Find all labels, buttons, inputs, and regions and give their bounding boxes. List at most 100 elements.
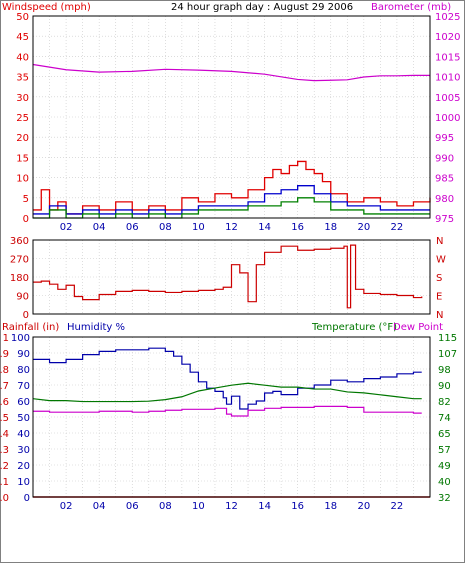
barometer-y-tick-label: 1015 [435,52,460,63]
temperature-y-tick-label: 57 [438,445,451,456]
barometer-y-tick-label: 995 [435,133,454,144]
humidity-y-tick-label: 40 [17,429,30,440]
rain-y-tick-label: 0.4 [0,429,9,440]
wind-y-tick-label: 10 [16,174,29,185]
wind-x-tick-label: 14 [258,222,271,233]
humidity-y-tick-label: 20 [17,461,30,472]
barometer-y-tick-label: 985 [435,174,454,185]
rain-y-tick-label: 0.6 [0,397,9,408]
temperature-y-tick-label: 115 [438,333,457,344]
direction-y-tick-label: 90 [16,292,29,303]
wind-x-tick-label: 22 [391,222,404,233]
rain-y-tick-label: 0.1 [0,477,9,488]
humidity-title: Humidity % [67,322,125,333]
barometer-y-tick-label: 980 [435,194,454,205]
barometer-y-tick-label: 1010 [435,73,460,84]
barometer-y-tick-label: 1020 [435,32,460,43]
direction-y-tick-label: 0 [23,310,29,321]
rain-y-tick-label: 0.2 [0,461,9,472]
wind-y-tick-label: 45 [16,32,29,43]
direction-compass-label: E [436,292,442,303]
temperature-title: Temperature (°F) [311,322,397,333]
humidity-panel-frame [32,336,431,498]
tick-labels: 0510152025303540455097598098599099510001… [0,12,460,512]
series-wind-low [33,197,430,219]
humidity-y-tick-label: 60 [17,397,30,408]
series-dew-point [33,405,422,417]
humidity-y-tick-label: 80 [17,365,30,376]
direction-compass-label: W [436,255,446,266]
rain-y-tick-label: 1 [3,333,9,344]
series-temperature-f- [32,382,422,403]
humidity-y-tick-label: 0 [24,493,30,504]
wind-y-tick-label: 25 [16,113,29,124]
humidity-x-tick-label: 02 [60,501,73,512]
humidity-x-tick-label: 18 [324,501,337,512]
wind-x-tick-label: 10 [192,222,205,233]
humidity-y-tick-label: 50 [17,413,30,424]
wind-x-tick-label: 06 [126,222,139,233]
temperature-y-tick-label: 90 [438,381,451,392]
rainfall-title: Rainfall (in) [2,322,59,333]
temperature-y-tick-label: 49 [438,461,451,472]
rain-y-tick-label: 0.3 [0,445,9,456]
panel-frames [32,15,431,498]
humidity-y-tick-label: 90 [17,349,30,360]
series-barometer-mb- [32,63,430,82]
humidity-x-tick-label: 14 [258,501,271,512]
series-wind-average [33,185,430,215]
grid-layer [32,15,431,498]
humidity-x-tick-label: 08 [159,501,172,512]
humidity-y-tick-label: 10 [17,477,30,488]
humidity-y-tick-label: 30 [17,445,30,456]
direction-compass-label: S [436,273,442,284]
wind-y-tick-label: 50 [16,12,29,23]
wind-panel-frame [32,15,431,219]
wind-y-tick-label: 0 [23,214,29,225]
humidity-x-tick-label: 10 [192,501,205,512]
wind-y-tick-label: 40 [16,52,29,63]
wind-x-tick-label: 02 [60,222,73,233]
humidity-x-tick-label: 20 [357,501,370,512]
graph-title: 24 hour graph day : August 29 2006 [171,2,353,13]
wind-y-tick-label: 20 [16,133,29,144]
humidity-x-tick-label: 22 [391,501,404,512]
wind-x-tick-label: 04 [93,222,106,233]
rain-y-tick-label: 0.9 [0,349,9,360]
barometer-y-tick-label: 1025 [435,12,460,23]
direction-compass-label: N [436,310,443,321]
barometer-y-tick-label: 975 [435,214,454,225]
rain-y-tick-label: 0.8 [0,365,9,376]
direction-panel-frame [32,239,431,315]
temperature-y-tick-label: 32 [438,493,451,504]
barometer-y-tick-label: 1005 [435,93,460,104]
series-wind-direction [33,244,423,309]
series-humidity- [33,347,422,410]
dewpoint-title: Dew Point [393,322,443,333]
barometer-y-tick-label: 990 [435,153,454,164]
wind-x-tick-label: 16 [291,222,304,233]
humidity-x-tick-label: 06 [126,501,139,512]
wind-y-tick-label: 5 [23,194,29,205]
rain-y-tick-label: 0.5 [0,413,9,424]
windspeed-title: Windspeed (mph) [2,2,91,13]
direction-y-tick-label: 360 [10,236,29,247]
barometer-title: Barometer (mb) [371,2,451,13]
temperature-y-tick-label: 74 [438,413,451,424]
temperature-y-tick-label: 107 [438,349,457,360]
humidity-y-tick-label: 70 [17,381,30,392]
direction-compass-label: N [436,236,443,247]
humidity-x-tick-label: 12 [225,501,238,512]
wind-y-tick-label: 35 [16,73,29,84]
rain-y-tick-label: 0.0 [0,493,9,504]
direction-y-tick-label: 180 [10,273,29,284]
temperature-y-tick-label: 98 [438,365,451,376]
humidity-y-tick-label: 100 [11,333,30,344]
barometer-y-tick-label: 1000 [435,113,460,124]
temperature-y-tick-label: 65 [438,429,451,440]
temperature-y-tick-label: 82 [438,397,451,408]
wind-y-tick-label: 15 [16,153,29,164]
wind-x-tick-label: 12 [225,222,238,233]
